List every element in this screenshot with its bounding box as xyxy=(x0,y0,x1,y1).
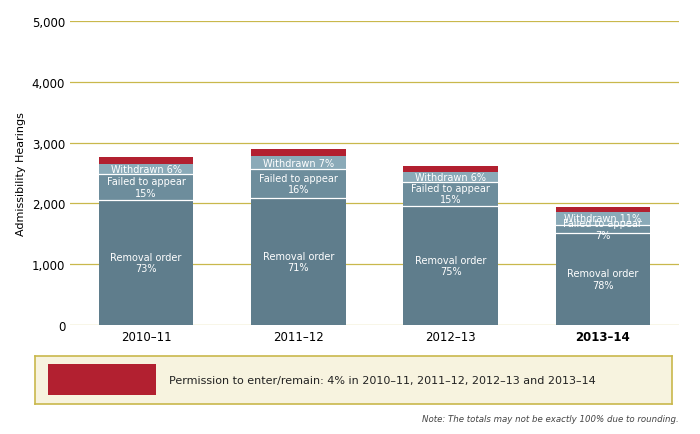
Text: Failed to appear
15%: Failed to appear 15% xyxy=(106,177,186,198)
Bar xyxy=(251,170,346,198)
Bar xyxy=(403,166,498,173)
Text: Withdrawn 6%: Withdrawn 6% xyxy=(415,172,486,182)
Text: Failed to appear
7%: Failed to appear 7% xyxy=(564,219,643,240)
Text: Withdrawn 7%: Withdrawn 7% xyxy=(262,158,334,168)
Bar xyxy=(556,233,650,326)
Text: Failed to appear
16%: Failed to appear 16% xyxy=(259,173,338,195)
Text: Note: The totals may not be exactly 100% due to rounding.: Note: The totals may not be exactly 100%… xyxy=(422,414,679,423)
Text: Removal order
78%: Removal order 78% xyxy=(567,269,638,290)
Bar xyxy=(556,212,650,225)
Bar xyxy=(99,164,193,175)
Bar xyxy=(556,207,650,212)
Bar xyxy=(251,198,346,326)
Bar xyxy=(403,182,498,206)
Text: Permission to enter/remain: 4% in 2010–11, 2011–12, 2012–13 and 2013–14: Permission to enter/remain: 4% in 2010–1… xyxy=(169,375,596,385)
Text: Removal order
75%: Removal order 75% xyxy=(415,255,486,276)
Bar xyxy=(556,225,650,233)
Text: Withdrawn 6%: Withdrawn 6% xyxy=(111,164,181,174)
Bar xyxy=(99,175,193,201)
Bar xyxy=(251,150,346,157)
Bar xyxy=(403,206,498,326)
Bar xyxy=(99,158,193,164)
Text: Removal order
71%: Removal order 71% xyxy=(262,251,334,273)
Bar xyxy=(99,201,193,326)
Text: Withdrawn 11%: Withdrawn 11% xyxy=(564,214,641,224)
Text: Failed to appear
15%: Failed to appear 15% xyxy=(411,184,490,205)
Y-axis label: Admissibility Hearings: Admissibility Hearings xyxy=(16,112,26,235)
Text: Removal order
73%: Removal order 73% xyxy=(111,252,182,274)
Bar xyxy=(403,173,498,182)
Bar xyxy=(48,365,156,395)
Bar xyxy=(251,157,346,170)
